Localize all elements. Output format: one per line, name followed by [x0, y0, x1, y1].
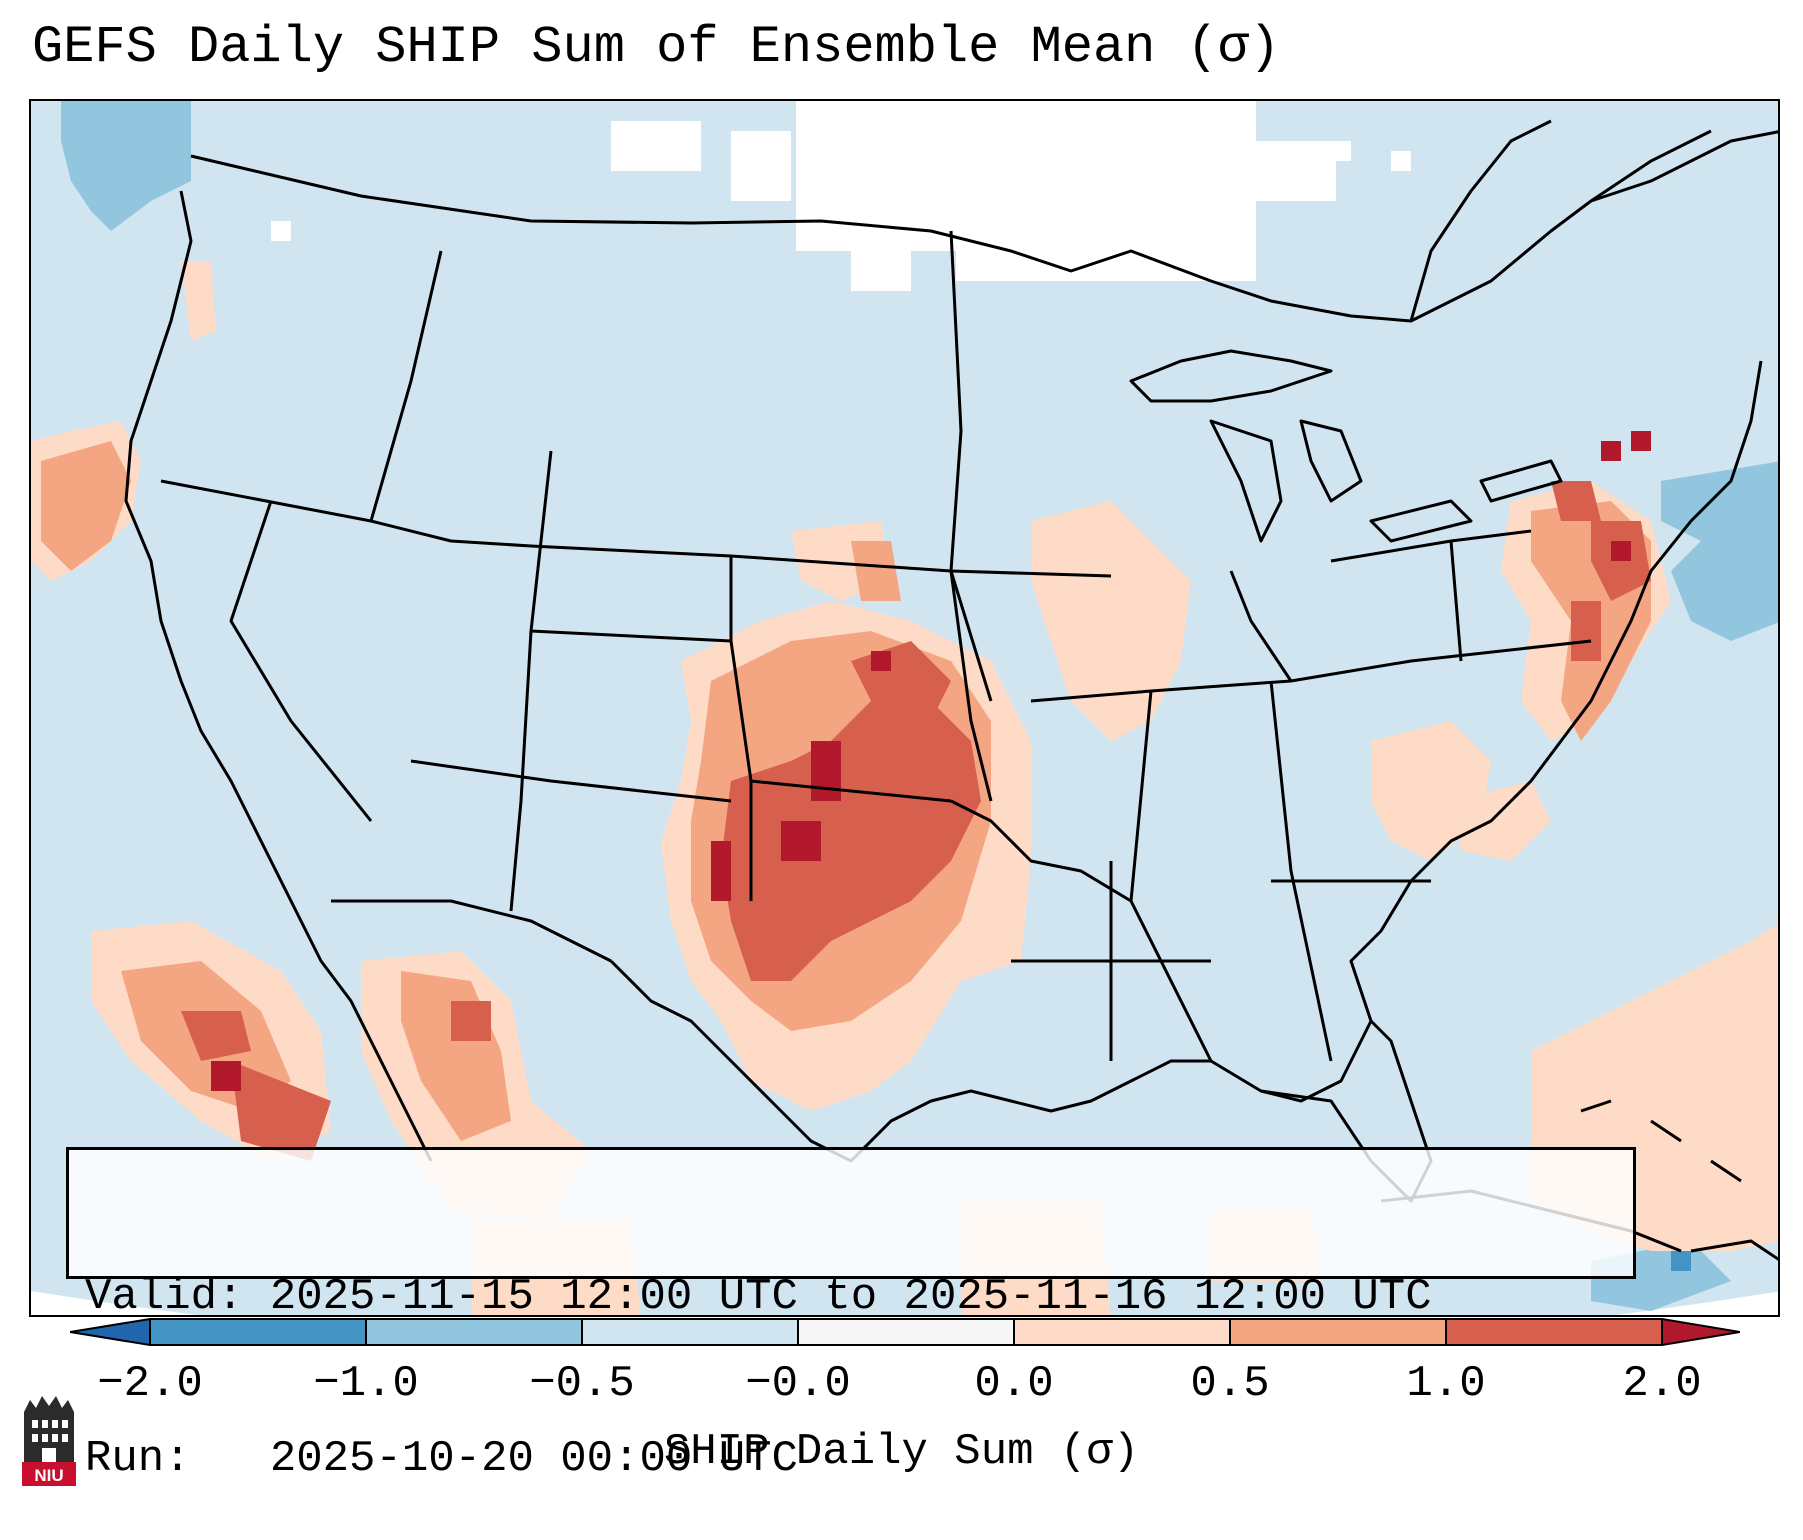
bahamas — [1580, 1099, 1742, 1183]
colorbar-tick-label: −2.0 — [97, 1359, 203, 1409]
map-panel — [29, 99, 1780, 1317]
positive-anomaly-very-strong — [211, 431, 1651, 1091]
niu-logo: NIU — [22, 1396, 76, 1486]
colorbar — [70, 1318, 1740, 1346]
run-time-text: Run: 2025-10-20 00:00 UTC — [85, 1434, 798, 1484]
colorbar-bin-1-2 — [1446, 1319, 1662, 1345]
colorbar-tick-label: −0.5 — [529, 1359, 635, 1409]
valid-time-text: Valid: 2025-11-15 12:00 UTC to 2025-11-1… — [85, 1272, 1432, 1322]
colorbar-ticks — [149, 1319, 1663, 1345]
state-lines-west — [160, 250, 1112, 912]
colorbar-tick-label: −1.0 — [313, 1359, 419, 1409]
canada-east — [1409, 119, 1778, 322]
colorbar-tick-label: 1.0 — [1406, 1359, 1486, 1409]
colorbar-bin-0-05 — [1014, 1319, 1230, 1345]
colorbar-extend-high — [1662, 1319, 1740, 1345]
colorbar-bin-05-1 — [1230, 1319, 1446, 1345]
colorbar-tick-label: 0.0 — [974, 1359, 1054, 1409]
us-canada-border — [190, 129, 1712, 323]
colorbar-bin-neg05-0 — [582, 1319, 798, 1345]
strong-negative-cell — [1671, 1251, 1691, 1271]
positive-anomaly-strong — [181, 481, 1651, 1161]
negative-anomaly-areas — [61, 101, 1778, 1311]
colorbar-tick-label: 0.5 — [1190, 1359, 1270, 1409]
state-lines-south — [950, 799, 1431, 1061]
colorbar-bin-neg2-neg1 — [150, 1319, 366, 1345]
colorbar-tick-label: −0.0 — [745, 1359, 851, 1409]
great-lakes — [1129, 349, 1563, 543]
west-coast — [124, 190, 433, 1162]
logo-text: NIU — [34, 1466, 63, 1485]
validity-info-box: Valid: 2025-11-15 12:00 UTC to 2025-11-1… — [66, 1147, 1636, 1484]
mexico-border — [331, 899, 612, 963]
map-canvas — [31, 101, 1778, 1315]
colorbar-label: SHIP Daily Sum (σ) — [663, 1427, 1140, 1477]
colorbar-extend-low — [70, 1319, 150, 1345]
hispaniola — [1690, 1239, 1778, 1261]
figure-title: GEFS Daily SHIP Sum of Ensemble Mean (σ) — [32, 18, 1281, 77]
colorbar-bin-zero — [798, 1319, 1014, 1345]
colorbar-bin-neg1-neg05 — [366, 1319, 582, 1345]
colorbar-tick-label: 2.0 — [1622, 1359, 1702, 1409]
